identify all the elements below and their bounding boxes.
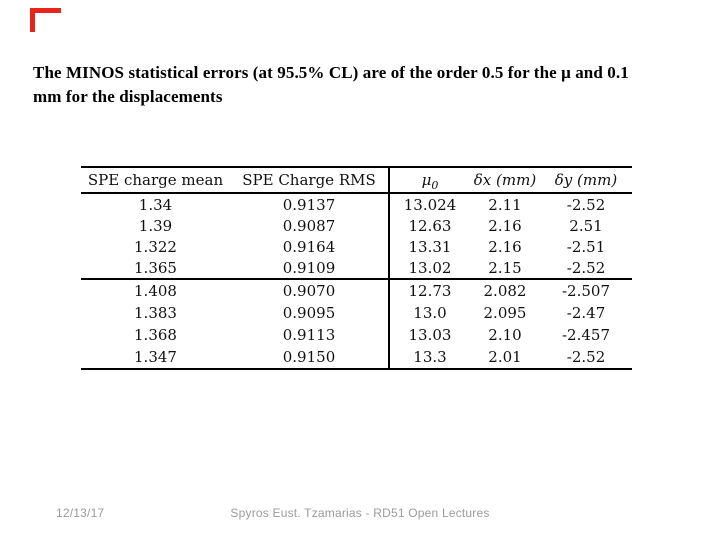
table-cell: 1.34 (138, 195, 173, 214)
table-header-cell: δy (mm) (540, 167, 632, 194)
table-cell: -2.52 (566, 348, 606, 366)
table-header-cell: μ0 (389, 167, 470, 194)
table-cell: 1.39 (138, 216, 173, 235)
table-cell: 0.9113 (230, 324, 390, 346)
table-cell: 1.408 (81, 278, 230, 302)
table-cell: 2.095 (483, 304, 527, 322)
table-cell: 2.01 (488, 348, 522, 366)
table-row: 1.34 0.9137 13.024 2.11 -2.52 (81, 193, 632, 215)
table-cell: 1.347 (134, 348, 177, 366)
table-cell: 12.73 (389, 278, 470, 302)
table-cell: 2.11 (488, 195, 522, 214)
table-cell: 2.15 (488, 258, 522, 277)
table-cell: 0.9150 (230, 346, 390, 369)
table-cell: 0.9087 (230, 215, 390, 236)
table-cell: 1.365 (134, 258, 177, 277)
table-cell: -2.52 (566, 195, 606, 214)
table-cell: 2.16 (488, 237, 522, 256)
table-cell: -2.457 (561, 326, 610, 344)
table-header-cell: SPE charge mean (81, 167, 230, 194)
title-line-2: mm for the displacements (33, 87, 223, 106)
table-cell: 12.63 (408, 216, 452, 235)
table-cell: -2.51 (566, 237, 606, 256)
table-body: 1.34 0.9137 13.024 2.11 -2.52 1.39 0.9087 12.63… (81, 193, 632, 369)
table-cell: 13.31 (408, 237, 452, 256)
footer-credit: Spyros Eust. Tzamarias - RD51 Open Lectu… (230, 506, 490, 520)
table-row: 1.368 0.9113 13.03 2.10 -2.457 (81, 324, 632, 346)
table-head: SPE charge mean SPE Charge RMS μ0 δx (mm) δy… (81, 167, 632, 194)
table-row: 1.408 0.9070 12.73 2.082 -2.507 (81, 278, 632, 302)
red-corner-decoration (30, 8, 61, 32)
table-row: 1.365 0.9109 13.02 2.15 -2.52 (81, 257, 632, 279)
table-cell: 1.322 (134, 237, 177, 256)
table-cell: 13.3 (413, 348, 447, 366)
table-cell: 13.024 (403, 195, 457, 214)
table-header-cell: SPE Charge RMS (230, 167, 390, 194)
table-cell: 0.9109 (230, 257, 390, 279)
table-cell: -2.52 (566, 258, 606, 277)
table-cell: 0.9164 (230, 236, 390, 257)
table-row: 1.39 0.9087 12.63 2.16 2.51 (81, 215, 632, 236)
table-row: 1.322 0.9164 13.31 2.16 -2.51 (81, 236, 632, 257)
table-cell: 1.383 (134, 304, 177, 322)
table-cell: -2.507 (540, 278, 632, 302)
table-cell: 0.9137 (230, 193, 390, 215)
table-cell: -2.47 (566, 304, 606, 322)
table-header-row: SPE charge mean SPE Charge RMS μ0 δx (mm) δy… (81, 167, 632, 194)
results-table: SPE charge mean SPE Charge RMS μ0 δx (mm) δy… (81, 166, 632, 370)
table-row: 1.347 0.9150 13.3 2.01 -2.52 (81, 346, 632, 369)
slide-title: The MINOS statistical errors (at 95.5% C… (33, 61, 629, 109)
table-cell: 2.51 (569, 216, 603, 235)
table-cell: 2.10 (488, 326, 522, 344)
table-cell: 13.02 (408, 258, 452, 277)
results-table-container: SPE charge mean SPE Charge RMS μ0 δx (mm) δy… (81, 166, 632, 370)
table-row: 1.383 0.9095 13.0 2.095 -2.47 (81, 302, 632, 324)
table-cell: 2.16 (488, 216, 522, 235)
table-cell: 0.9095 (230, 302, 390, 324)
table-cell: 0.9070 (230, 278, 390, 302)
table-cell: 2.082 (470, 278, 540, 302)
footer-date: 12/13/17 (56, 506, 105, 520)
table-header-cell: δx (mm) (470, 167, 540, 194)
title-line-1: The MINOS statistical errors (at 95.5% C… (33, 63, 629, 82)
table-cell: 1.368 (134, 326, 177, 344)
table-cell: 13.0 (413, 304, 447, 322)
table-cell: 13.03 (408, 326, 452, 344)
